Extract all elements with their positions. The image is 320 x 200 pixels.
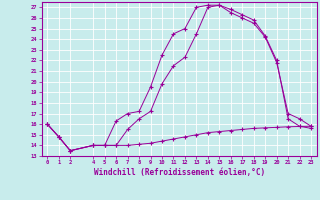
X-axis label: Windchill (Refroidissement éolien,°C): Windchill (Refroidissement éolien,°C) — [94, 168, 265, 177]
